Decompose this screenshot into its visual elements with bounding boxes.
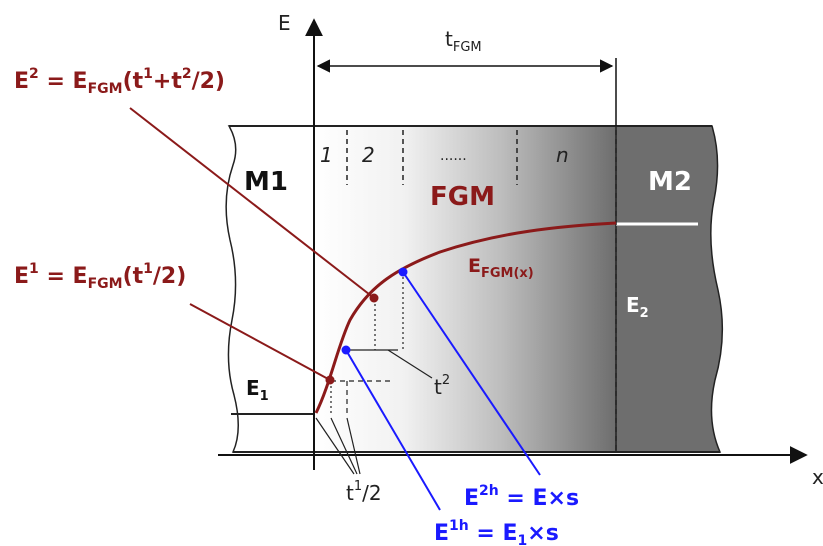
curve-label: EFGM(x) [468, 255, 534, 281]
t1-half-label: t1/2 [346, 479, 382, 505]
step2-leader [387, 349, 433, 379]
step-guides-2 [347, 272, 433, 379]
e2h-formula: E2h = E×s [464, 483, 579, 511]
m2-region [615, 125, 724, 453]
m2-label: M2 [648, 167, 692, 197]
e1h-curve-point [341, 345, 351, 355]
e1h-leader-line [345, 349, 441, 511]
layer-label-dots: ...... [440, 148, 467, 164]
e2-label: E2 [626, 293, 649, 321]
step1-leader-c [346, 417, 361, 475]
e2-curve-point [369, 293, 379, 303]
t2-label: t2 [434, 373, 450, 399]
thickness-label: tFGM [445, 27, 482, 55]
step-guides-1 [315, 380, 390, 475]
layer-label-n: n [556, 143, 569, 167]
e1-curve-point [325, 375, 335, 385]
fgm-region [314, 126, 616, 452]
e2-formula: E2 = EFGM(t1+t2/2) [14, 66, 225, 97]
step1-leader-a [315, 417, 355, 475]
e1-formula: E1 = EFGM(t1/2) [14, 261, 186, 292]
fgm-label: FGM [430, 182, 495, 212]
layer-dividers [346, 130, 617, 452]
material-band [225, 125, 724, 453]
x-axis-label: x [812, 465, 823, 489]
e1h-formula: E1h = E1×s [434, 518, 559, 546]
layer-label-1: 1 [320, 143, 333, 167]
y-axis-label: E [278, 11, 291, 35]
step1-leader-b [330, 417, 358, 475]
m1-region [225, 125, 315, 453]
e1-label: E1 [246, 376, 269, 404]
e2h-curve-point [398, 267, 408, 277]
layer-label-2: 2 [362, 143, 375, 167]
e2-leader-line [129, 107, 375, 299]
e1-leader-line [189, 303, 331, 381]
e2h-leader-line [402, 271, 541, 476]
m1-label: M1 [244, 167, 288, 197]
